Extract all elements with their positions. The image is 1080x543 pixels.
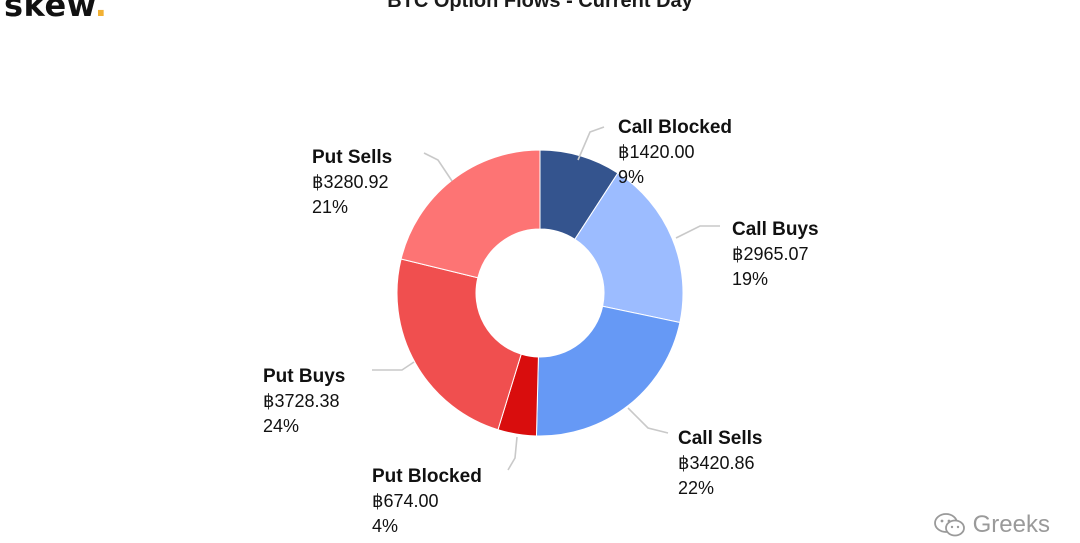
leader-line-call-blocked [577, 126, 605, 161]
label-percent-put-sells: 21% [312, 197, 348, 217]
leader-line-call-buys [675, 225, 720, 239]
slice-call-sells [535, 305, 681, 437]
label-percent-put-buys: 24% [263, 416, 299, 436]
label-name-put-sells: Put Sells [312, 147, 392, 168]
label-value-put-sells: ฿3280.92 [312, 172, 389, 192]
label-value-call-sells: ฿3420.86 [678, 453, 755, 473]
label-value-put-buys: ฿3728.38 [263, 391, 340, 411]
slice-call-buys [574, 172, 684, 324]
label-name-call-blocked: Call Blocked [618, 117, 732, 138]
label-percent-call-blocked: 9% [618, 167, 644, 187]
label-name-put-buys: Put Buys [263, 366, 345, 387]
watermark: Greeks [933, 511, 1050, 539]
chart-title: BTC Option Flows - Current Day [387, 0, 693, 12]
slice-put-sells [400, 149, 541, 279]
label-percent-put-blocked: 4% [372, 516, 398, 536]
label-name-call-sells: Call Sells [678, 428, 763, 449]
label-value-call-buys: ฿2965.07 [732, 244, 809, 264]
watermark-text: Greeks [972, 511, 1050, 538]
label-name-put-blocked: Put Blocked [372, 466, 482, 487]
leader-line-call-sells [627, 407, 669, 434]
skew-logo: skew. [4, 0, 108, 24]
leader-line-put-sells [423, 152, 453, 182]
label-value-call-blocked: ฿1420.00 [618, 142, 695, 162]
leader-line-put-buys [372, 361, 415, 371]
slice-put-buys [396, 258, 522, 431]
label-name-call-buys: Call Buys [732, 219, 819, 240]
leader-line-put-blocked [507, 436, 518, 471]
label-percent-call-buys: 19% [732, 269, 768, 289]
wechat-icon [933, 513, 965, 537]
label-percent-call-sells: 22% [678, 478, 714, 498]
label-value-put-blocked: ฿674.00 [372, 491, 439, 511]
